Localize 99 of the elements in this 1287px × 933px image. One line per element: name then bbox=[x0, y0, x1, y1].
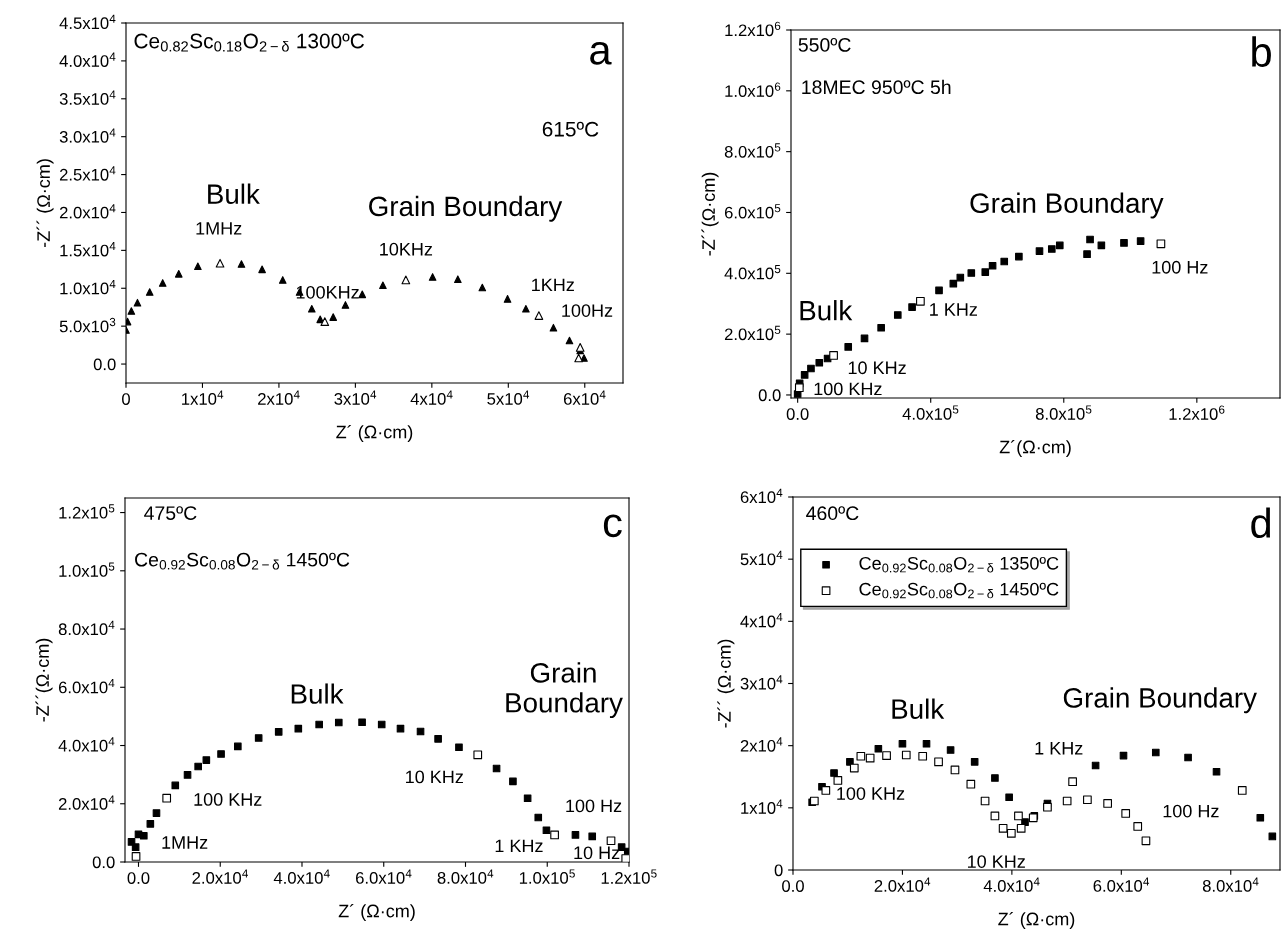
y-tick-label: 2x10$^{4}$ bbox=[740, 737, 783, 752]
x-tick-label: 6.0x10$^{4}$ bbox=[1093, 877, 1150, 892]
annotation: Grain Boundary bbox=[970, 192, 1164, 219]
annotation: 1MHz bbox=[162, 836, 208, 849]
y-tick-label: 4.5x10$^{4}$ bbox=[59, 14, 116, 30]
y-tick-label: 1.5x10$^{4}$ bbox=[60, 242, 116, 257]
x-tick-label: 0 bbox=[122, 393, 130, 405]
y-tick-label: 0.0 bbox=[93, 358, 116, 371]
y-tick-label: 2.0x10$^{5}$ bbox=[724, 325, 781, 341]
annotation: 1 KHz bbox=[1035, 742, 1083, 755]
y-tick-label: 1.0x10$^{5}$ bbox=[59, 562, 115, 577]
y-axis-title: -Z´´(Ω·cm) bbox=[35, 638, 53, 722]
annotation: Ce$_{0.82}$Sc$_{0.18}$O$_{2−δ}$ 1300ºC bbox=[134, 33, 365, 52]
y-tick-label: 4.0x10$^{5}$ bbox=[724, 265, 781, 280]
x-tick-label: 8.0x10$^{4}$ bbox=[1202, 877, 1259, 892]
annotation: a bbox=[590, 41, 612, 65]
legend-label: Ce$_{0.92}$Sc$_{0.08}$O$_{2−δ}$ 1350ºC bbox=[859, 556, 1059, 573]
annotation: 100 KHz bbox=[194, 793, 262, 806]
x-tick-label: 2.0x10$^{4}$ bbox=[192, 869, 248, 884]
y-tick-label: 2.5x10$^{4}$ bbox=[59, 166, 116, 181]
annotation: Bulk bbox=[800, 300, 853, 321]
annotation: c bbox=[603, 514, 622, 538]
annotation: Ce$_{0.92}$Sc$_{0.08}$O$_{2−δ}$ 1450ºC bbox=[135, 552, 350, 570]
y-tick-label: 3.5x10$^{4}$ bbox=[59, 90, 116, 105]
y-tick-label: 6.0x10$^{4}$ bbox=[58, 678, 115, 694]
x-axis-title: Z´ (Ω·cm) bbox=[338, 903, 415, 921]
annotation: 100Hz bbox=[562, 304, 613, 317]
y-tick-label: 2.0x10$^{4}$ bbox=[59, 204, 116, 219]
x-tick-label: 0.0 bbox=[786, 408, 809, 420]
annotation: 10KHz bbox=[380, 242, 433, 256]
x-tick-label: 4.0x10$^{4}$ bbox=[983, 877, 1040, 892]
y-tick-label: 4x10$^{4}$ bbox=[740, 613, 783, 628]
y-tick-label: 1.2x10$^{5}$ bbox=[59, 504, 115, 519]
annotation: 475ºC bbox=[144, 506, 197, 520]
x-tick-label: 4.0x10$^{5}$ bbox=[902, 405, 959, 420]
y-tick-label: 0.0 bbox=[92, 856, 115, 869]
legend-label: Ce$_{0.92}$Sc$_{0.08}$O$_{2−δ}$ 1450ºC bbox=[859, 582, 1059, 599]
x-tick-label: 1.2x10$^{5}$ bbox=[601, 869, 657, 884]
annotation: 100 Hz bbox=[1163, 804, 1219, 818]
annotation: 1KHz bbox=[532, 278, 574, 292]
annotation: 615ºC bbox=[542, 121, 599, 137]
x-axis-title: Z´ (Ω·cm) bbox=[336, 424, 413, 442]
y-tick-label: 1.0x10$^{6}$ bbox=[725, 82, 781, 98]
x-tick-label: 4x10$^{4}$ bbox=[410, 390, 453, 405]
annotation: Grain Boundary bbox=[1063, 687, 1257, 714]
y-tick-label: 1x10$^{4}$ bbox=[741, 799, 783, 814]
annotation: Bulk bbox=[208, 183, 260, 204]
annotation: Bulk bbox=[291, 683, 344, 704]
y-tick-label: 8.0x10$^{4}$ bbox=[58, 620, 115, 636]
x-tick-label: 1x10$^{4}$ bbox=[182, 390, 224, 405]
annotation: 10 KHz bbox=[848, 361, 906, 375]
y-tick-label: 6x10$^{4}$ bbox=[740, 488, 783, 504]
x-tick-label: 0.0 bbox=[782, 880, 804, 892]
annotation: 100 Hz bbox=[1152, 260, 1208, 274]
x-tick-label: 6x10$^{4}$ bbox=[563, 390, 606, 405]
y-tick-label: 3x10$^{4}$ bbox=[740, 675, 783, 690]
annotation: d bbox=[1251, 507, 1271, 539]
x-axis-title: Z´ (Ω·cm) bbox=[998, 911, 1075, 929]
x-tick-label: 1.0x10$^{5}$ bbox=[519, 869, 575, 884]
annotation: 10 KHz bbox=[967, 855, 1025, 868]
y-tick-label: 5.0x10$^{3}$ bbox=[59, 317, 116, 333]
y-tick-label: 1.0x10$^{4}$ bbox=[60, 279, 116, 295]
annotation: 10 KHz bbox=[406, 770, 463, 784]
y-axis-title: -Z´´ (Ω·cm) bbox=[717, 639, 735, 728]
x-tick-label: 1.2x10$^{6}$ bbox=[1169, 405, 1225, 420]
annotation: Grain Boundary bbox=[369, 195, 563, 222]
y-tick-label: 8.0x10$^{5}$ bbox=[724, 143, 781, 158]
y-tick-label: 3.0x10$^{4}$ bbox=[59, 128, 116, 143]
annotation: 550ºC bbox=[798, 37, 851, 52]
x-tick-label: 5x10$^{4}$ bbox=[487, 390, 530, 405]
x-tick-label: 2x10$^{4}$ bbox=[258, 390, 300, 405]
y-tick-label: 4.0x10$^{4}$ bbox=[59, 52, 116, 67]
y-tick-label: 4.0x10$^{4}$ bbox=[58, 737, 115, 752]
x-axis-title: Z´(Ω·cm) bbox=[999, 439, 1071, 457]
y-axis-title: -Z´´(Ω·cm) bbox=[701, 172, 719, 256]
annotation: 1 KHz bbox=[495, 839, 543, 853]
annotation: Grain Boundary bbox=[506, 662, 623, 719]
annotation: 100 Hz bbox=[566, 799, 622, 813]
x-tick-label: 8.0x10$^{4}$ bbox=[437, 869, 494, 884]
annotation: b bbox=[1252, 36, 1271, 67]
annotation: 100 KHz bbox=[837, 787, 905, 800]
x-tick-label: 8.0x10$^{5}$ bbox=[1035, 405, 1092, 420]
y-tick-label: 2.0x10$^{4}$ bbox=[58, 795, 115, 810]
annotation: 1MHz bbox=[196, 222, 242, 235]
annotation: 1 KHz bbox=[930, 303, 977, 316]
x-tick-label: 4.0x10$^{4}$ bbox=[273, 869, 330, 884]
x-tick-label: 3x10$^{4}$ bbox=[334, 390, 377, 405]
x-tick-label: 6.0x10$^{4}$ bbox=[356, 869, 412, 884]
y-tick-label: 6.0x10$^{5}$ bbox=[724, 204, 781, 219]
y-axis-title: -Z´´ (Ω·cm) bbox=[36, 159, 54, 248]
annotation: 18MEC 950ºC 5h bbox=[802, 79, 951, 95]
x-tick-label: 2.0x10$^{4}$ bbox=[874, 877, 931, 892]
annotation: 460ºC bbox=[806, 506, 859, 521]
annotation: Bulk bbox=[892, 698, 945, 719]
x-tick-label: 0.0 bbox=[127, 872, 150, 884]
annotation: 10 Hz bbox=[574, 846, 620, 860]
y-tick-label: 5x10$^{4}$ bbox=[740, 550, 783, 566]
annotation: 100 KHz bbox=[814, 382, 882, 396]
y-tick-label: 1.2x10$^{6}$ bbox=[725, 21, 781, 37]
